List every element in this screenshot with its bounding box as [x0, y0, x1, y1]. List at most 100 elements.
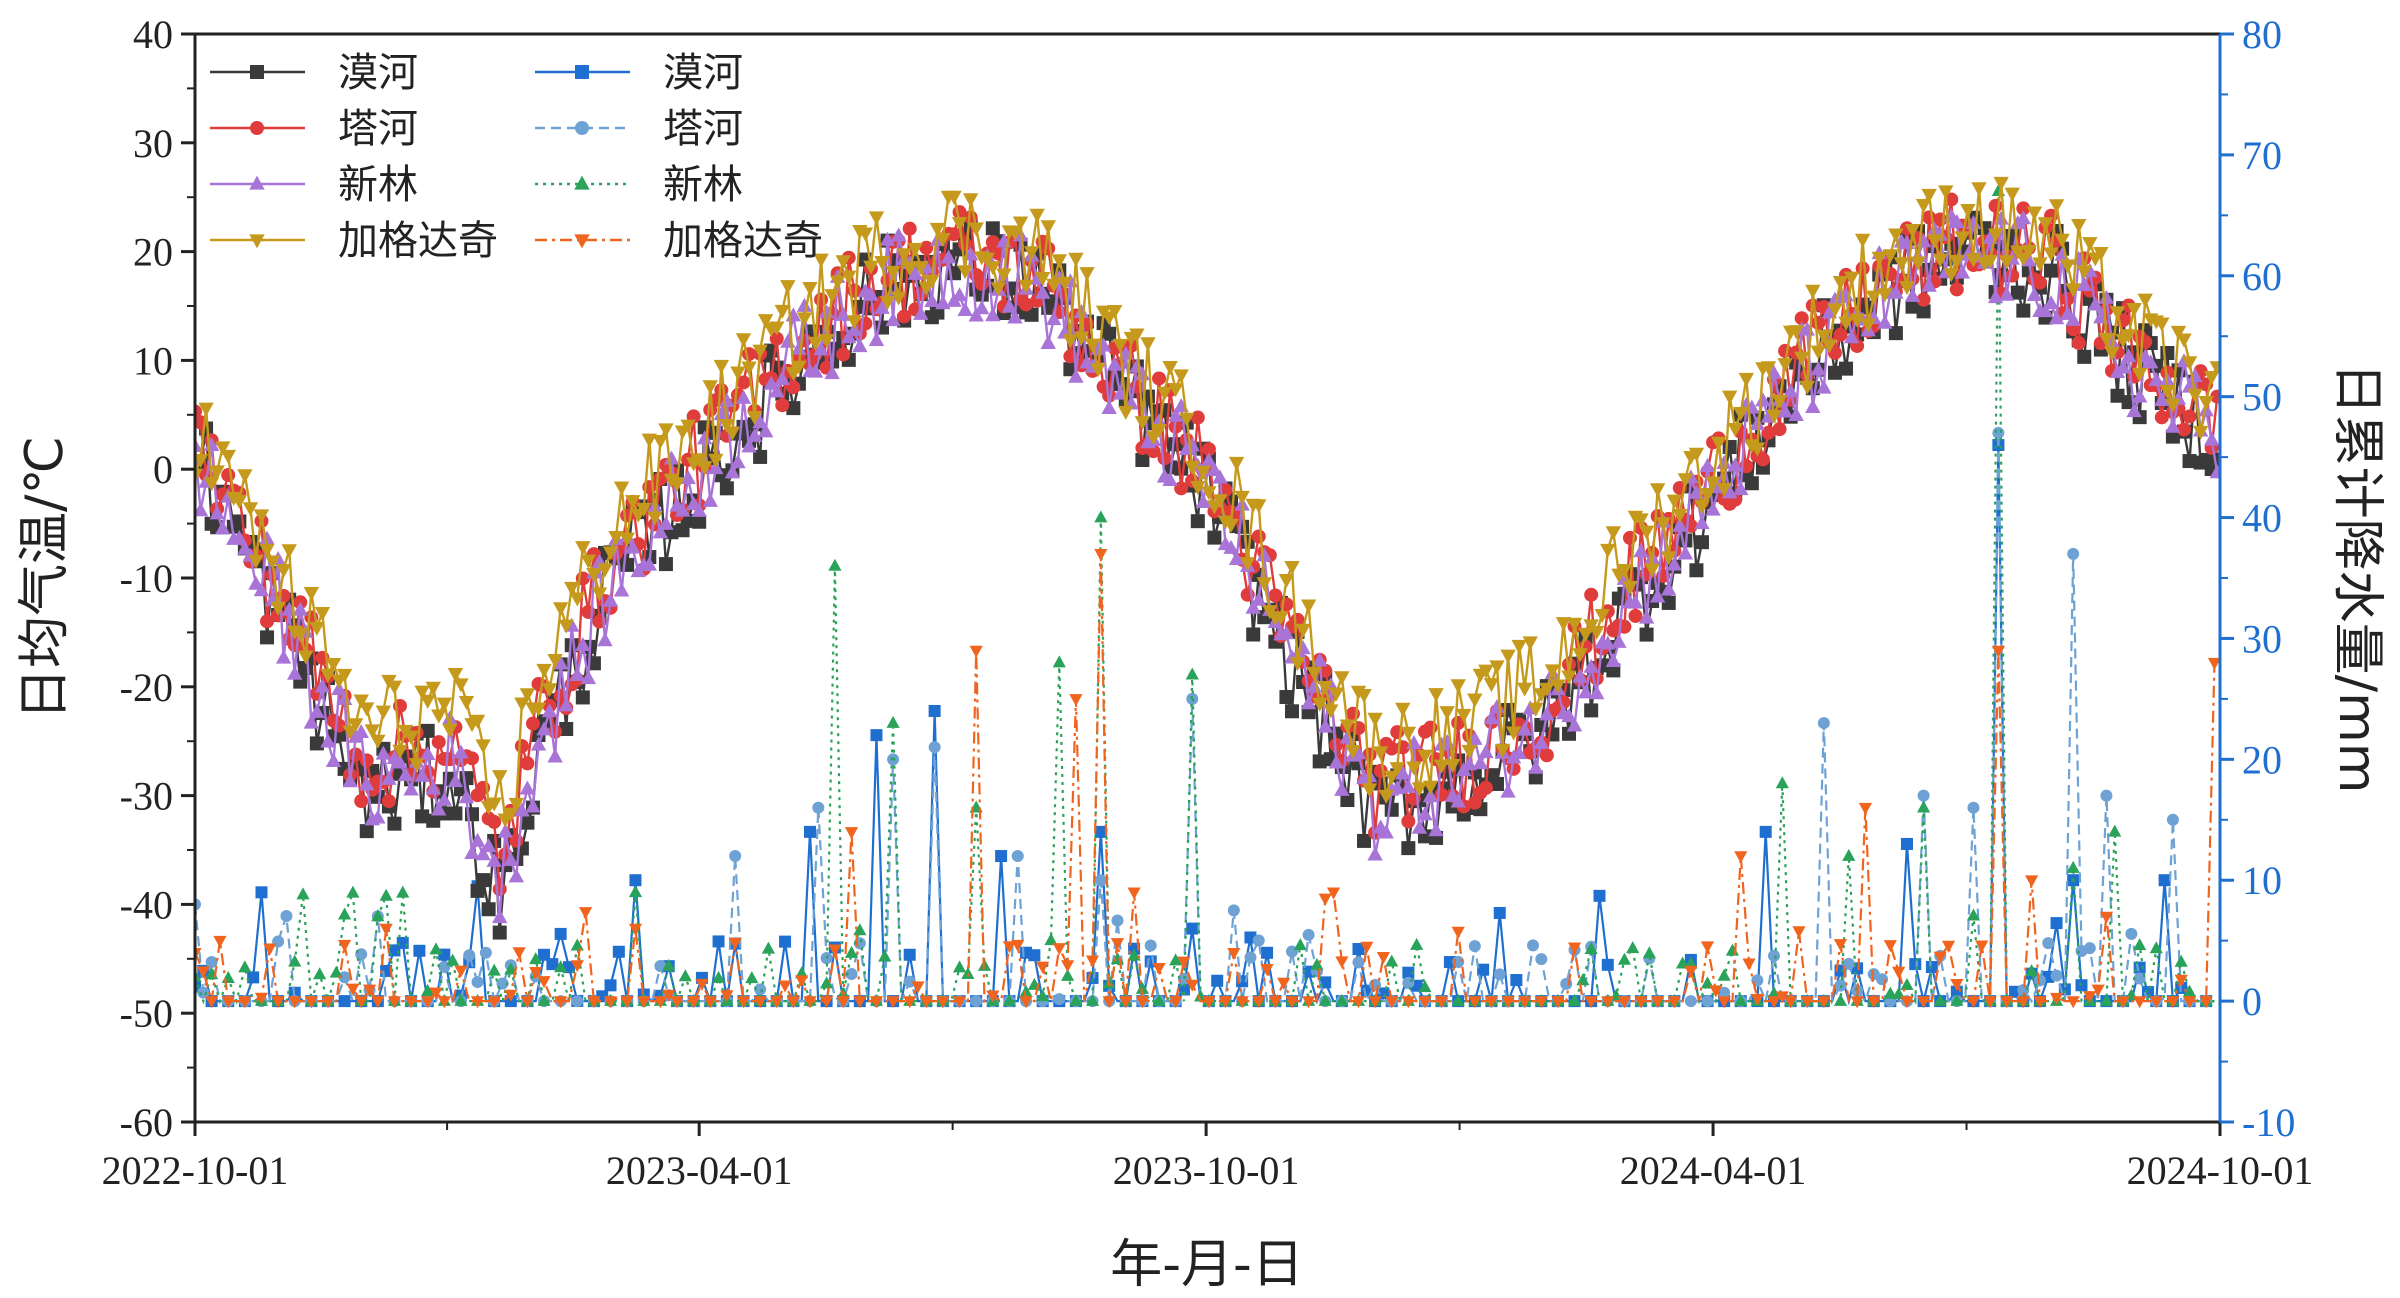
temp-point: [248, 554, 264, 569]
precip-point: [728, 937, 742, 950]
temp-point: [1971, 182, 1987, 197]
precip-point: [1119, 996, 1133, 1009]
temp-point: [1001, 298, 1018, 313]
precip-point: [1094, 549, 1108, 562]
temp-point: [275, 649, 292, 664]
temp-point: [436, 791, 453, 806]
temp-point: [2076, 265, 2092, 280]
precip-point: [1642, 946, 1656, 959]
temp-point: [1201, 442, 1216, 457]
temp-point: [1251, 591, 1267, 606]
temp-point: [1068, 368, 1084, 383]
temp-point: [1068, 252, 1084, 267]
temp-point: [1417, 806, 1433, 821]
temp-point: [215, 520, 231, 535]
precip-point: [1052, 655, 1066, 668]
precip-point: [662, 989, 676, 1002]
precip-point: [1011, 939, 1025, 952]
precip-point: [1169, 953, 1183, 966]
precip-point: [1493, 968, 1506, 981]
precip-point: [1576, 973, 1590, 986]
temp-point: [1694, 500, 1710, 515]
y-right-tick-label: 60: [2242, 254, 2282, 299]
precip-point: [1967, 801, 1980, 814]
y-tick-label: 20: [133, 230, 173, 275]
temp-point: [1816, 329, 1832, 344]
temp-point: [796, 312, 813, 327]
precip-point: [2025, 964, 2039, 977]
temp-point: [752, 344, 768, 359]
precip-point: [454, 993, 468, 1006]
precip-point: [1850, 996, 1864, 1009]
temp-point: [1040, 335, 1056, 350]
temp-point: [1716, 482, 1732, 497]
precip-point: [2125, 927, 2138, 940]
temp-point: [796, 297, 813, 312]
temp-point: [475, 739, 491, 754]
temp-point: [1761, 425, 1776, 440]
temp-point: [1539, 748, 1554, 763]
precip-point: [263, 943, 277, 956]
precip-point: [271, 996, 285, 1009]
temp-point: [215, 441, 231, 456]
temp-point: [1450, 793, 1466, 808]
precip-point: [1933, 951, 1947, 964]
temp-point: [1899, 281, 1915, 296]
precip-point: [1402, 966, 1415, 979]
precip-point: [1185, 979, 1199, 992]
temp-point: [652, 434, 669, 449]
precip-point: [195, 969, 202, 982]
temp-point: [2170, 325, 2187, 340]
precip-point: [1775, 776, 1789, 789]
precip-point: [1302, 928, 1315, 941]
temp-point: [907, 265, 923, 280]
temp-point: [2026, 287, 2043, 302]
temp-point: [2203, 431, 2220, 446]
temp-point: [1893, 257, 1910, 272]
precip-point: [1252, 996, 1266, 1009]
temp-point: [2077, 349, 2092, 364]
temp-point: [1478, 744, 1494, 759]
temp-point: [962, 193, 979, 208]
precip-point: [1916, 800, 1931, 813]
legend-item-temp-2: 新林: [210, 162, 418, 208]
temp-point: [1411, 819, 1428, 834]
temp-point: [264, 555, 281, 570]
temp-point: [2138, 334, 2153, 349]
precip-point: [1019, 985, 1033, 998]
precip-point: [1169, 996, 1183, 1009]
temp-point: [1328, 687, 1345, 702]
precip-point: [1916, 996, 1931, 1009]
temp-point: [658, 423, 674, 438]
precip-point: [538, 948, 551, 961]
temp-point: [897, 309, 912, 324]
temp-point: [1738, 372, 1754, 387]
temp-point: [2016, 201, 2031, 216]
precip-point: [1127, 948, 1141, 961]
temp-point: [2043, 247, 2059, 262]
temp-point: [2005, 268, 2020, 283]
precip-point: [1717, 968, 1731, 981]
temp-point: [968, 222, 984, 237]
temp-point: [292, 627, 308, 642]
precip-point: [1352, 956, 1365, 969]
precip-point: [1152, 962, 1166, 975]
precip-point: [952, 996, 967, 1009]
temp-series-1: [195, 192, 2220, 897]
precip-point: [1892, 966, 1906, 979]
temp-point: [486, 852, 502, 867]
temp-point: [520, 756, 535, 771]
temp-point: [195, 404, 202, 419]
y-right-tick-label: 50: [2242, 375, 2282, 420]
temp-point: [514, 739, 529, 754]
precip-point: [446, 953, 460, 966]
temp-point: [448, 806, 463, 821]
temp-point: [641, 433, 658, 448]
x-tick-label: 2023-10-01: [1113, 1148, 1300, 1193]
temp-point: [1279, 690, 1294, 705]
temp-point: [353, 724, 369, 739]
temp-point: [753, 449, 768, 464]
temp-point: [2043, 295, 2059, 310]
temp-point: [1644, 563, 1660, 578]
temp-point: [1960, 203, 1976, 218]
